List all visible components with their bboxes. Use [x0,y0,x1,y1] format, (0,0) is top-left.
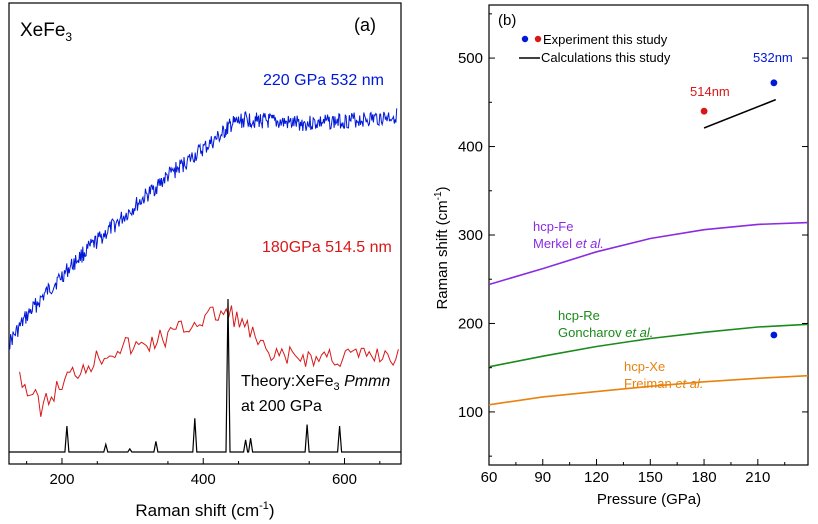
panel-b-y-tick-label: 200 [458,315,483,332]
point-label-532nm: 532nm [753,50,793,65]
theory-pressure-label: at 200 GPa [241,398,322,415]
panel-a-sample-label: XeFe3 [20,20,72,44]
panel-b-x-tick-label: 120 [584,469,609,486]
calculation-line [703,98,777,129]
panel-b-x-tick-label: 60 [481,469,498,486]
curve-author-hcp-fe: Merkel et al. [533,236,604,251]
panel-b-y-axis-title: Raman shift (cm-1) [433,186,451,309]
legend-blue-marker [521,35,529,43]
panel-b-y-tick-label: 300 [458,227,483,244]
red-series-label: 180GPa 514.5 nm [262,239,392,256]
panel-a-series-layer [8,108,401,453]
panel-b-curves-layer [488,98,809,406]
panel-b-x-ticks: 60 90 120 150 180 210 [481,459,786,486]
panel-b-legend: Experiment this study Calculations this … [519,32,671,65]
panel-b-points-layer [700,79,778,339]
red-spectrum-line [19,305,399,417]
panel-b-y-tick-label: 100 [458,404,483,421]
panel-a-x-tick-label: 600 [332,471,357,488]
panel-a-x-ticks: 200 400 600 [26,458,381,488]
panel-b-x-tick-label: 180 [692,469,717,486]
curve-label-hcp-re: hcp-Re [558,308,600,323]
experiment-point-2 [770,331,778,339]
panel-a-x-tick-label: 200 [49,471,74,488]
reference-curve-hcp-xe [488,374,809,406]
experiment-point-0 [770,79,778,87]
panel-b-y-tick-label: 500 [458,50,483,67]
curve-author-hcp-xe: Freiman et al. [624,376,704,391]
point-label-514nm: 514nm [690,84,730,99]
panel-b-x-tick-label: 210 [745,469,770,486]
blue-spectrum-line [8,108,398,350]
experiment-point-1 [700,107,708,115]
panel-b-x-axis-title: Pressure (GPa) [597,491,701,508]
panel-b: (b) Experiment this study Calculations t… [433,4,809,508]
panel-a-x-tick-label: 400 [191,471,216,488]
curve-author-hcp-re: Goncharov et al. [558,325,653,340]
blue-series-label: 220 GPa 532 nm [263,72,384,89]
reference-curve-hcp-re [488,323,809,368]
legend-red-marker [534,35,542,43]
legend-calculation-label: Calculations this study [541,50,671,65]
panel-a-label: (a) [354,15,376,35]
theory-spectrum-line [9,298,401,453]
reference-curve-hcp-fe [488,221,809,286]
panel-a-x-axis-title: Raman shift (cm-1) [135,500,274,520]
panel-b-label: (b) [498,12,516,29]
legend-experiment-label: Experiment this study [543,32,668,47]
panel-a-frame [8,2,402,465]
panel-b-y-ticks: 100 200 300 400 500 [458,13,808,457]
theory-label: Theory:XeFe3 Pmmn [241,373,390,393]
curve-label-hcp-xe: hcp-Xe [624,359,665,374]
panel-b-x-tick-label: 90 [534,469,551,486]
panel-a: XeFe3 (a) 220 GPa 532 nm 180GPa 514.5 nm… [8,2,402,520]
panel-b-x-tick-label: 150 [638,469,663,486]
panel-b-y-tick-label: 400 [458,139,483,156]
panel-b-frame [488,4,809,466]
curve-label-hcp-fe: hcp-Fe [533,219,573,234]
